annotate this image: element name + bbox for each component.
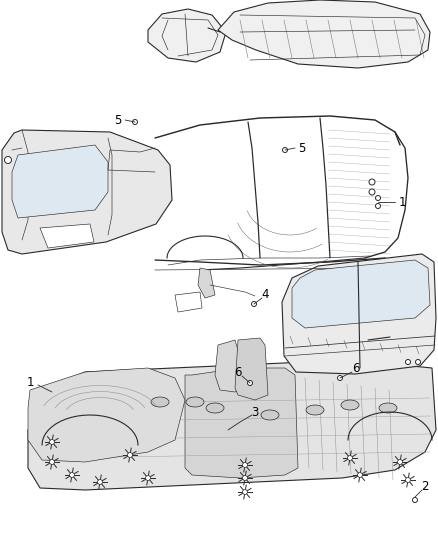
Polygon shape <box>28 360 436 490</box>
Circle shape <box>251 302 257 306</box>
Circle shape <box>398 459 403 464</box>
Circle shape <box>243 475 247 480</box>
Polygon shape <box>2 130 172 254</box>
Text: 5: 5 <box>114 114 122 126</box>
Text: 4: 4 <box>261 288 269 302</box>
Circle shape <box>406 478 410 482</box>
Circle shape <box>4 157 11 164</box>
Circle shape <box>49 459 54 464</box>
Circle shape <box>347 456 353 461</box>
Text: 6: 6 <box>352 361 360 375</box>
Circle shape <box>375 196 381 200</box>
Ellipse shape <box>306 405 324 415</box>
Circle shape <box>127 453 132 457</box>
Ellipse shape <box>151 397 169 407</box>
Polygon shape <box>282 254 436 374</box>
Ellipse shape <box>206 403 224 413</box>
Text: 6: 6 <box>234 366 242 378</box>
Circle shape <box>70 473 74 478</box>
Polygon shape <box>12 145 108 218</box>
Text: 5: 5 <box>298 141 306 155</box>
Circle shape <box>369 189 375 195</box>
Circle shape <box>283 148 287 152</box>
Circle shape <box>243 489 247 495</box>
Circle shape <box>98 480 102 484</box>
Text: 3: 3 <box>251 406 259 418</box>
Circle shape <box>406 359 410 365</box>
Text: 1: 1 <box>398 196 406 208</box>
Polygon shape <box>40 224 94 248</box>
Polygon shape <box>185 368 298 478</box>
Circle shape <box>49 440 54 445</box>
Polygon shape <box>235 338 268 400</box>
Circle shape <box>145 475 150 480</box>
Circle shape <box>413 497 417 503</box>
Circle shape <box>247 381 252 385</box>
Ellipse shape <box>341 400 359 410</box>
Polygon shape <box>198 268 215 298</box>
Polygon shape <box>28 368 185 462</box>
Circle shape <box>357 473 363 478</box>
Circle shape <box>338 376 343 381</box>
Circle shape <box>416 359 420 365</box>
Polygon shape <box>148 9 226 62</box>
Polygon shape <box>218 0 430 68</box>
Circle shape <box>133 119 138 125</box>
Circle shape <box>243 463 247 467</box>
Polygon shape <box>175 292 202 312</box>
Polygon shape <box>292 260 430 328</box>
Text: 1: 1 <box>26 376 34 389</box>
Ellipse shape <box>186 397 204 407</box>
Ellipse shape <box>261 410 279 420</box>
Polygon shape <box>215 340 248 392</box>
Circle shape <box>369 179 375 185</box>
Circle shape <box>375 204 381 208</box>
Ellipse shape <box>379 403 397 413</box>
Text: 2: 2 <box>421 481 429 494</box>
